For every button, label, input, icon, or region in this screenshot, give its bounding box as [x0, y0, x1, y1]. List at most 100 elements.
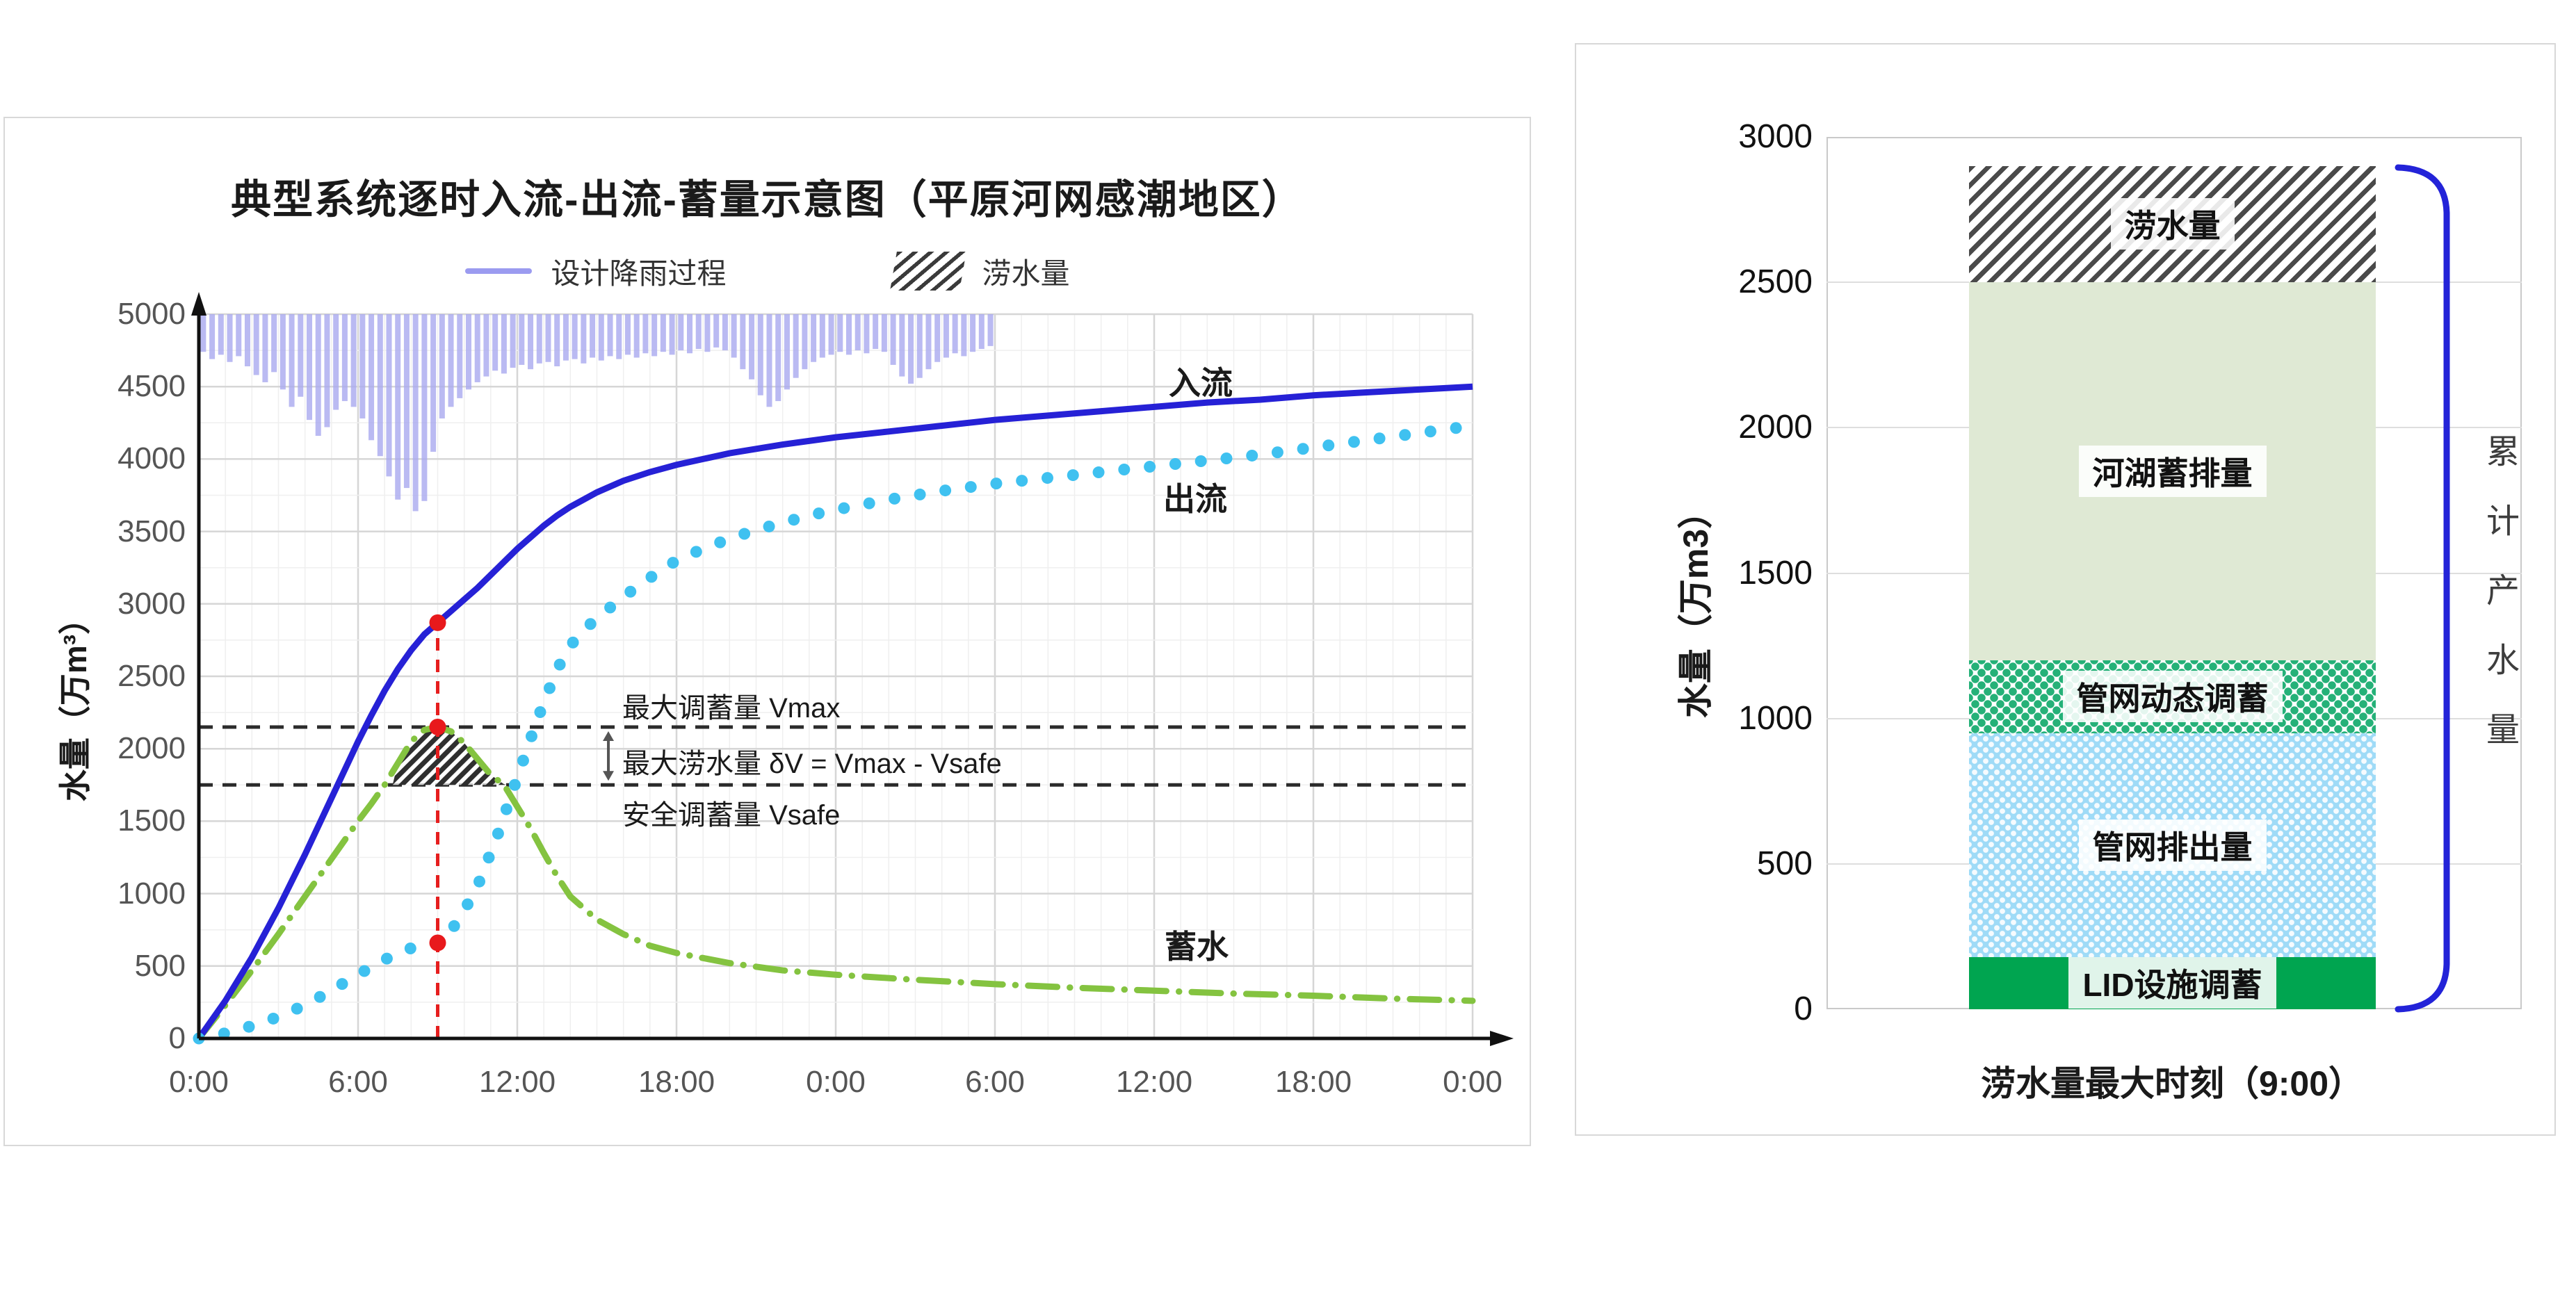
rain-bar: [324, 314, 330, 427]
rain-bar: [377, 314, 383, 457]
outflow-dot: [525, 730, 537, 742]
outflow-dot: [667, 557, 679, 569]
bar-segment: LID设施调蓄: [1969, 956, 2376, 1009]
y-tick-label: 500: [134, 948, 186, 983]
outflow-dot: [567, 636, 579, 649]
outflow-dot: [473, 875, 485, 888]
storage-curve-label: 蓄水: [1165, 929, 1229, 965]
outflow-dot: [1092, 466, 1105, 479]
rain-bar: [492, 314, 499, 371]
x-tick-label: 6:00: [328, 1065, 388, 1099]
outflow-dot: [838, 502, 850, 514]
rain-bar: [784, 314, 790, 390]
left-chart-title: 典型系统逐时入流-出流-蓄量示意图（平原河网感潮地区）: [231, 177, 1304, 222]
rain-bar: [775, 314, 781, 402]
outflow-dot: [1246, 449, 1258, 462]
y-tick-label: 4500: [118, 369, 186, 404]
bar-segment-label: 管网排出量: [2078, 819, 2267, 871]
outflow-dot: [1297, 443, 1309, 455]
event-marker-dot: [429, 934, 446, 952]
waterlogging-legend-label: 涝水量: [982, 256, 1070, 290]
rain-bar: [209, 314, 216, 359]
rain-bar: [704, 314, 711, 352]
outflow-dot: [1399, 429, 1411, 441]
y-tick-label: 0: [1794, 990, 1813, 1027]
outflow-dot: [714, 536, 727, 548]
outflow-dot: [914, 488, 926, 500]
outflow-dot: [500, 803, 512, 815]
outflow-dot: [1067, 469, 1079, 482]
outflow-dot: [763, 520, 775, 532]
rain-bar: [448, 314, 454, 407]
outflow-dot: [1016, 475, 1028, 487]
rain-bar: [501, 314, 507, 374]
outflow-dot: [483, 851, 495, 864]
y-tick-label: 5000: [118, 297, 186, 331]
vmax-annotation: 最大调蓄量 Vmax: [622, 693, 841, 724]
right-chart-panel: 0 500 1000 1500 2000 2500 3000 水量（万m3） LID设施调蓄…: [1575, 43, 2556, 1136]
rain-bar: [519, 314, 525, 365]
rain-bar: [899, 314, 905, 377]
rain-bar: [952, 314, 958, 354]
x-tick-label: 0:00: [1443, 1065, 1502, 1099]
rain-bar: [430, 314, 437, 452]
rain-bar: [828, 314, 834, 355]
rain-bar: [280, 314, 286, 390]
rain-bar: [811, 314, 817, 362]
outflow-dot: [404, 942, 416, 954]
rain-bar: [854, 314, 861, 351]
rain-bar: [562, 314, 569, 361]
bar-segment-label: 河湖蓄排量: [2078, 446, 2267, 498]
rain-bar: [908, 314, 914, 384]
outflow-dot: [1118, 464, 1131, 476]
bar-segment: 管网排出量: [1969, 733, 2376, 957]
y-tick-label: 4000: [118, 441, 186, 476]
rain-bar: [678, 314, 684, 351]
bar-segment-label: LID设施调蓄: [2068, 957, 2276, 1009]
outflow-dot: [1347, 436, 1360, 448]
rain-bar: [749, 314, 755, 380]
y-tick-label: 0: [168, 1021, 186, 1055]
rain-bar: [916, 314, 923, 378]
rain-bar: [607, 314, 613, 357]
y-tick-label: 2500: [118, 659, 186, 693]
outflow-dot: [624, 585, 637, 598]
delta-arrow-head-down: [603, 771, 614, 781]
rain-bar: [987, 314, 994, 346]
bar-segment: 涝水量: [1969, 165, 2376, 283]
y-axis-arrow-icon: [191, 292, 206, 316]
outflow-dot: [1271, 446, 1283, 459]
rain-bar: [368, 314, 375, 441]
rain-bar: [757, 314, 763, 395]
rain-bar: [660, 314, 666, 352]
rain-bar: [359, 314, 366, 419]
x-tick-label: 6:00: [965, 1065, 1025, 1099]
x-tick-label: 18:00: [638, 1065, 715, 1099]
rain-bar: [271, 314, 277, 373]
outflow-dot: [1450, 422, 1462, 434]
waterlogging-hatch-area: [392, 726, 507, 785]
rain-bar: [934, 314, 941, 362]
rain-bar: [395, 314, 401, 500]
rain-bar: [581, 314, 587, 364]
outflow-dot: [358, 965, 371, 977]
delta-arrow-head-up: [603, 731, 614, 741]
outflow-dot: [543, 682, 556, 694]
rain-bar: [873, 314, 879, 350]
y-tick-label: 1000: [1738, 699, 1813, 737]
vsafe-annotation: 安全调蓄量 Vsafe: [622, 800, 841, 831]
outflow-dot: [863, 497, 875, 509]
rain-bar: [333, 314, 339, 410]
rain-bar: [510, 314, 516, 368]
rain-bar: [766, 314, 772, 407]
y-tick-label: 500: [1756, 845, 1813, 882]
rain-bar: [943, 314, 949, 358]
outflow-dot: [1220, 452, 1233, 464]
rain-bar: [572, 314, 578, 359]
rain-bar: [970, 314, 976, 352]
rain-bar: [722, 314, 728, 351]
rain-bar: [403, 314, 410, 489]
rain-bar: [528, 314, 534, 370]
x-tick-label: 0:00: [806, 1065, 866, 1099]
